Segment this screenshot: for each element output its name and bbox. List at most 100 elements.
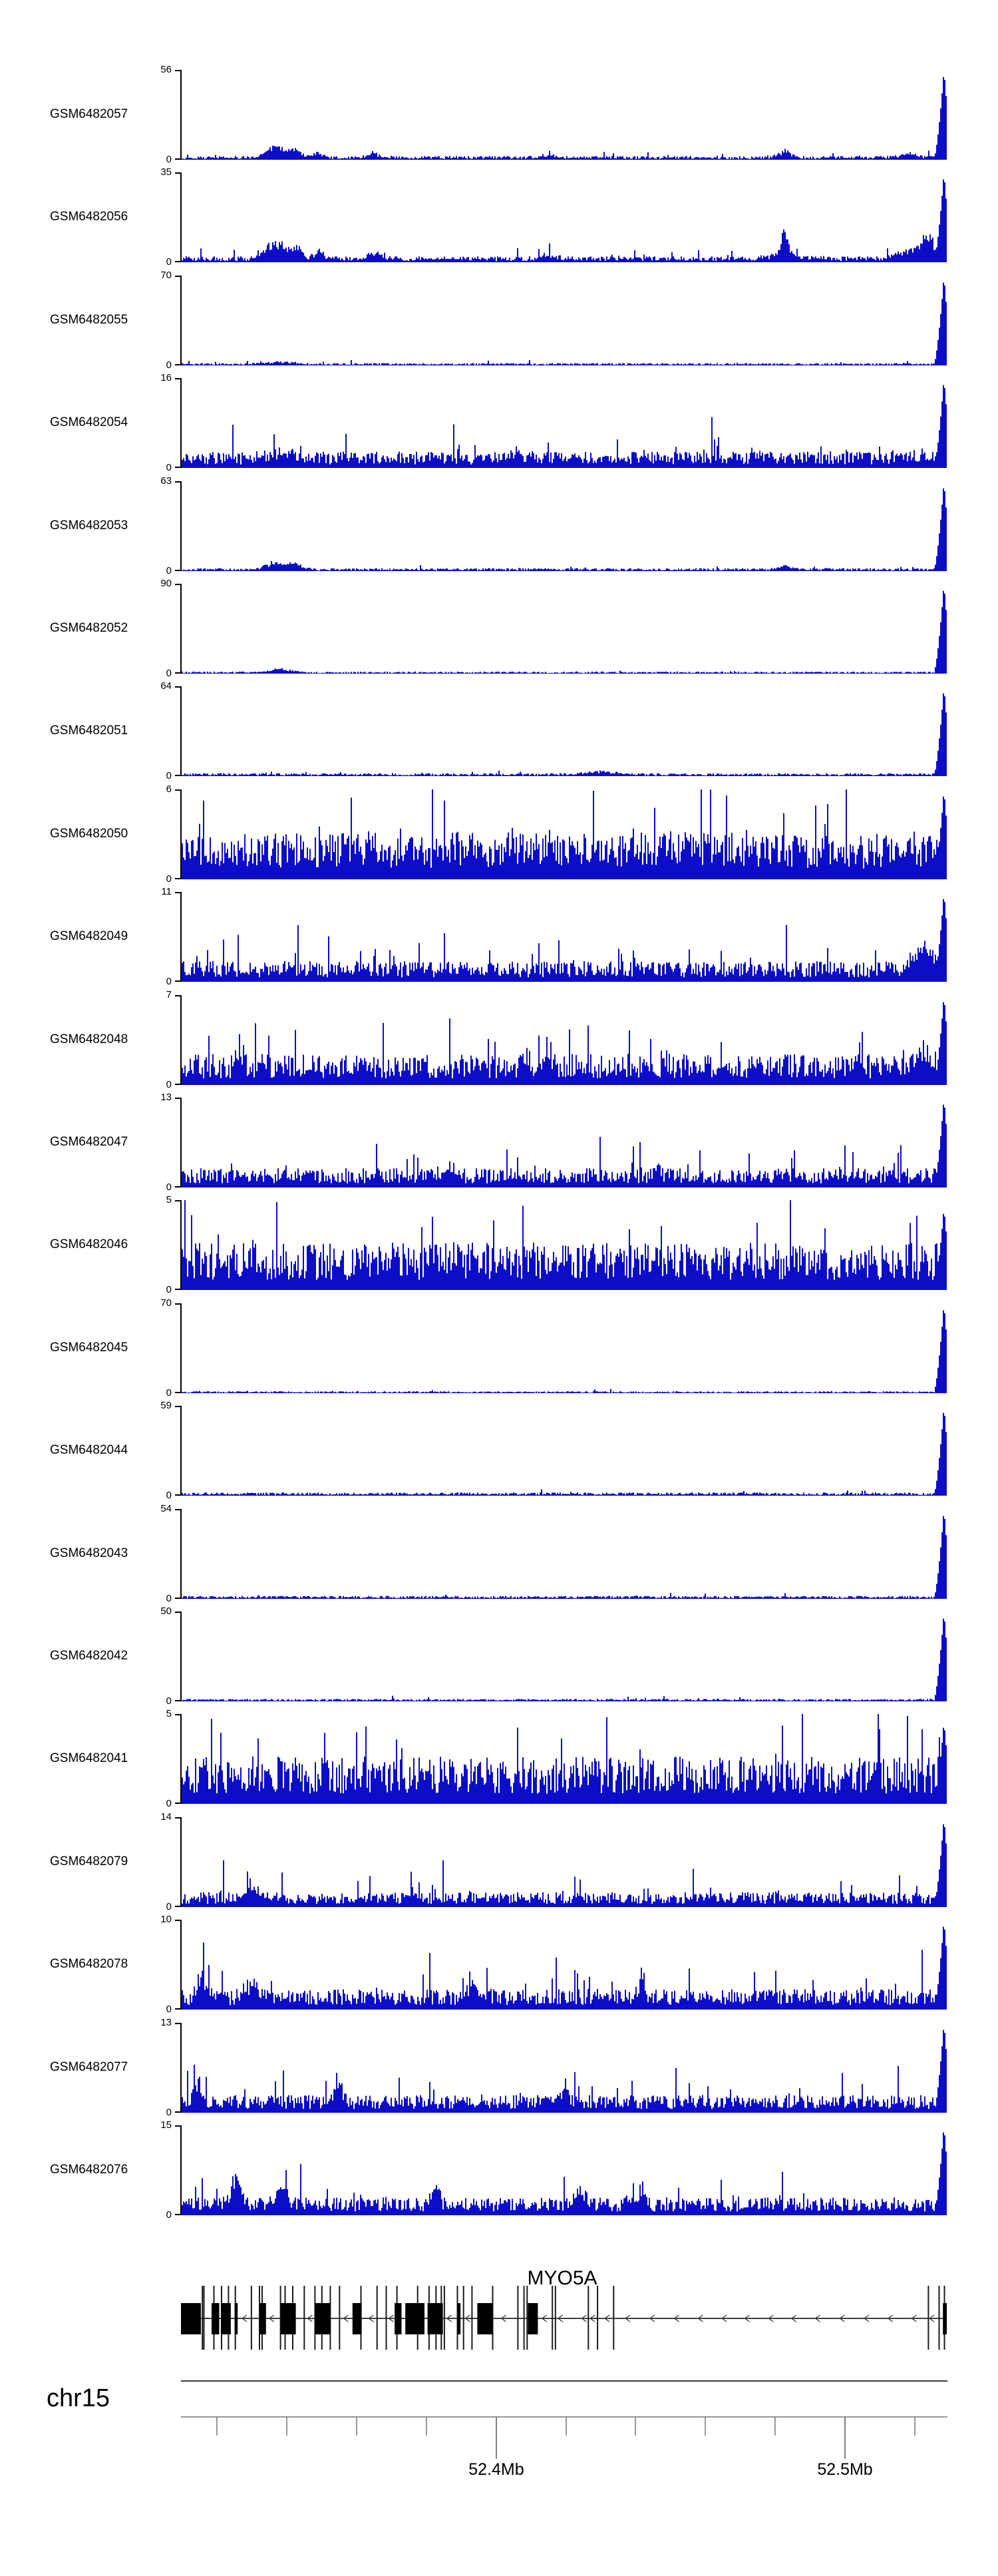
ruler-major-tick-label: 52.4Mb bbox=[468, 2460, 524, 2479]
y-axis-zero-label: 0 bbox=[166, 1181, 172, 1193]
y-axis-max-label: 35 bbox=[160, 166, 172, 178]
y-axis-max-label: 13 bbox=[160, 1092, 172, 1103]
y-axis-max-label: 90 bbox=[160, 578, 172, 589]
sample-label: GSM6482057 bbox=[50, 107, 128, 121]
y-axis-bracket bbox=[175, 172, 182, 262]
y-axis-bracket bbox=[175, 1611, 182, 1701]
y-axis-bracket bbox=[175, 1714, 182, 1804]
coverage-signal bbox=[182, 1516, 947, 1599]
y-axis-bracket bbox=[175, 892, 182, 982]
y-axis-zero-label: 0 bbox=[166, 976, 172, 987]
y-axis-bracket bbox=[175, 1303, 182, 1393]
separator-line bbox=[181, 2380, 947, 2382]
coverage-signal bbox=[182, 2030, 947, 2113]
coverage-signal bbox=[182, 789, 947, 879]
y-axis-zero-label: 0 bbox=[166, 1387, 172, 1398]
y-axis-max-label: 15 bbox=[160, 2119, 172, 2131]
y-axis-zero-label: 0 bbox=[166, 2107, 172, 2118]
gene-model bbox=[181, 2286, 947, 2350]
y-axis-zero-label: 0 bbox=[166, 2209, 172, 2221]
y-axis-zero-label: 0 bbox=[166, 462, 172, 473]
coverage-signal bbox=[182, 1200, 947, 1290]
sample-label: GSM6482079 bbox=[50, 1854, 128, 1868]
y-axis-bracket bbox=[175, 1406, 182, 1496]
sample-label: GSM6482077 bbox=[50, 2060, 128, 2074]
genomic-ruler bbox=[181, 2416, 947, 2459]
sample-label: GSM6482042 bbox=[50, 1649, 128, 1663]
y-axis-max-label: 50 bbox=[160, 1606, 172, 1617]
y-axis-max-label: 5 bbox=[166, 1708, 172, 1719]
sample-label: GSM6482043 bbox=[50, 1546, 128, 1560]
sample-label: GSM6482056 bbox=[50, 210, 128, 224]
y-axis-zero-label: 0 bbox=[166, 873, 172, 885]
y-axis-bracket bbox=[175, 2125, 182, 2215]
y-axis-max-label: 14 bbox=[160, 1811, 172, 1823]
coverage-signal bbox=[182, 2132, 947, 2215]
coverage-signal bbox=[182, 1104, 947, 1187]
y-axis-max-label: 64 bbox=[160, 680, 172, 692]
coverage-signal bbox=[182, 1824, 947, 1907]
y-axis-max-label: 16 bbox=[160, 372, 172, 383]
y-axis-bracket bbox=[175, 70, 182, 160]
y-axis-max-label: 59 bbox=[160, 1400, 172, 1411]
y-axis-max-label: 63 bbox=[160, 475, 172, 487]
y-axis-zero-label: 0 bbox=[166, 565, 172, 576]
y-axis-zero-label: 0 bbox=[166, 1901, 172, 1912]
y-axis-zero-label: 0 bbox=[166, 1079, 172, 1090]
y-axis-zero-label: 0 bbox=[166, 2004, 172, 2015]
coverage-signal bbox=[182, 899, 947, 982]
sample-label: GSM6482045 bbox=[50, 1341, 128, 1355]
y-axis-bracket bbox=[175, 1920, 182, 2010]
sample-label: GSM6482048 bbox=[50, 1032, 128, 1046]
chromosome-label: chr15 bbox=[47, 2384, 110, 2412]
y-axis-zero-label: 0 bbox=[166, 256, 172, 268]
y-axis-max-label: 5 bbox=[166, 1194, 172, 1205]
sample-label: GSM6482049 bbox=[50, 929, 128, 943]
coverage-signal bbox=[182, 590, 947, 674]
coverage-signal bbox=[182, 385, 947, 468]
coverage-signal bbox=[182, 1002, 947, 1085]
y-axis-bracket bbox=[175, 378, 182, 468]
y-axis-bracket bbox=[175, 481, 182, 571]
coverage-signal bbox=[182, 179, 947, 262]
coverage-signal bbox=[182, 1412, 947, 1496]
sample-label: GSM6482044 bbox=[50, 1443, 128, 1457]
y-axis-max-label: 54 bbox=[160, 1503, 172, 1514]
y-axis-bracket bbox=[175, 995, 182, 1085]
y-axis-bracket bbox=[175, 1200, 182, 1290]
sample-label: GSM6482053 bbox=[50, 519, 128, 533]
y-axis-max-label: 11 bbox=[161, 886, 172, 897]
y-axis-bracket bbox=[175, 789, 182, 879]
y-axis-bracket bbox=[175, 1098, 182, 1187]
y-axis-max-label: 10 bbox=[160, 1914, 172, 1925]
y-axis-bracket bbox=[175, 584, 182, 674]
y-axis-zero-label: 0 bbox=[166, 1284, 172, 1295]
sample-label: GSM6482051 bbox=[50, 724, 128, 738]
coverage-signal bbox=[182, 1618, 947, 1701]
y-axis-zero-label: 0 bbox=[166, 770, 172, 781]
sample-label: GSM6482047 bbox=[50, 1135, 128, 1149]
sample-label: GSM6482052 bbox=[50, 621, 128, 635]
y-axis-zero-label: 0 bbox=[166, 1798, 172, 1809]
ruler-major-tick-label: 52.5Mb bbox=[817, 2460, 873, 2479]
y-axis-bracket bbox=[175, 1509, 182, 1599]
y-axis-max-label: 7 bbox=[166, 989, 172, 1000]
y-axis-zero-label: 0 bbox=[166, 1490, 172, 1501]
y-axis-max-label: 70 bbox=[160, 270, 172, 281]
y-axis-max-label: 70 bbox=[160, 1297, 172, 1309]
coverage-signal bbox=[182, 1714, 947, 1804]
coverage-signal bbox=[182, 1926, 947, 2010]
y-axis-zero-label: 0 bbox=[166, 359, 172, 371]
y-axis-bracket bbox=[175, 1817, 182, 1907]
sample-label: GSM6482078 bbox=[50, 1957, 128, 1971]
y-axis-zero-label: 0 bbox=[166, 154, 172, 165]
y-axis-bracket bbox=[175, 2023, 182, 2113]
y-axis-bracket bbox=[175, 276, 182, 365]
y-axis-zero-label: 0 bbox=[166, 668, 172, 679]
coverage-signal bbox=[182, 488, 947, 571]
sample-label: GSM6482046 bbox=[50, 1237, 128, 1251]
y-axis-zero-label: 0 bbox=[166, 1695, 172, 1707]
coverage-signal bbox=[182, 1310, 947, 1393]
y-axis-max-label: 56 bbox=[160, 64, 172, 75]
